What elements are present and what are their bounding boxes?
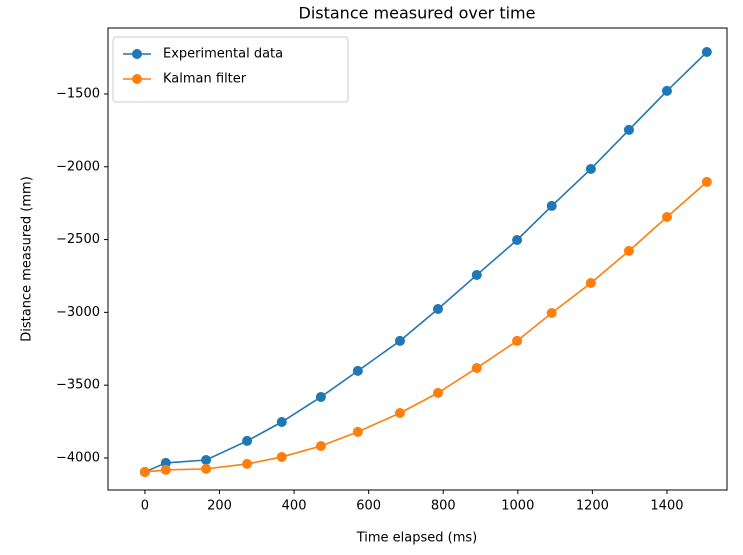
data-point [661,211,672,222]
y-axis-label: Distance measured (mm) [20,176,35,342]
data-point [585,163,596,174]
legend-marker [132,74,142,84]
data-point [661,85,672,96]
data-point [546,307,557,318]
series-line [144,181,708,473]
data-point [394,407,405,418]
data-point [139,466,150,477]
data-point [315,441,326,452]
data-point [315,391,326,402]
y-tick-label: −2500 [56,232,100,247]
y-tick-label: −1500 [56,86,100,101]
data-point [471,269,482,280]
x-tick-label: 800 [431,499,456,514]
x-tick-label: 1400 [650,499,683,514]
data-point [623,124,634,135]
data-point [512,335,523,346]
data-point [471,362,482,373]
y-tick-label: −3000 [56,305,100,320]
legend-label: Kalman filter [163,72,247,87]
x-tick-label: 1000 [501,499,534,514]
data-point [433,304,444,315]
y-tick-label: −4000 [56,450,100,465]
data-point [585,277,596,288]
x-axis-label: Time elapsed (ms) [356,531,478,546]
data-point [512,234,523,245]
series-line [144,51,708,473]
x-tick-label: 1200 [576,499,609,514]
data-point [201,463,212,474]
x-tick-label: 200 [207,499,232,514]
data-point [201,455,212,466]
data-point [242,435,253,446]
legend-label: Experimental data [163,47,283,62]
plot-frame [107,27,728,491]
data-point [701,47,712,58]
y-tick-label: −3500 [56,378,100,393]
data-point [276,417,287,428]
x-tick-label: 400 [282,499,307,514]
legend-box [112,36,349,103]
data-point [160,464,171,475]
data-point [701,176,712,187]
chart-title: Distance measured over time [299,4,536,23]
data-point [394,335,405,346]
y-tick-label: −2000 [56,159,100,174]
data-point [352,426,363,437]
legend-marker [132,49,142,59]
data-point [352,365,363,376]
x-tick-label: 0 [141,499,149,514]
data-point [276,451,287,462]
data-point [160,457,171,468]
data-point [433,387,444,398]
data-point [623,245,634,256]
x-tick-label: 600 [356,499,381,514]
data-point [546,200,557,211]
data-point [242,458,253,469]
